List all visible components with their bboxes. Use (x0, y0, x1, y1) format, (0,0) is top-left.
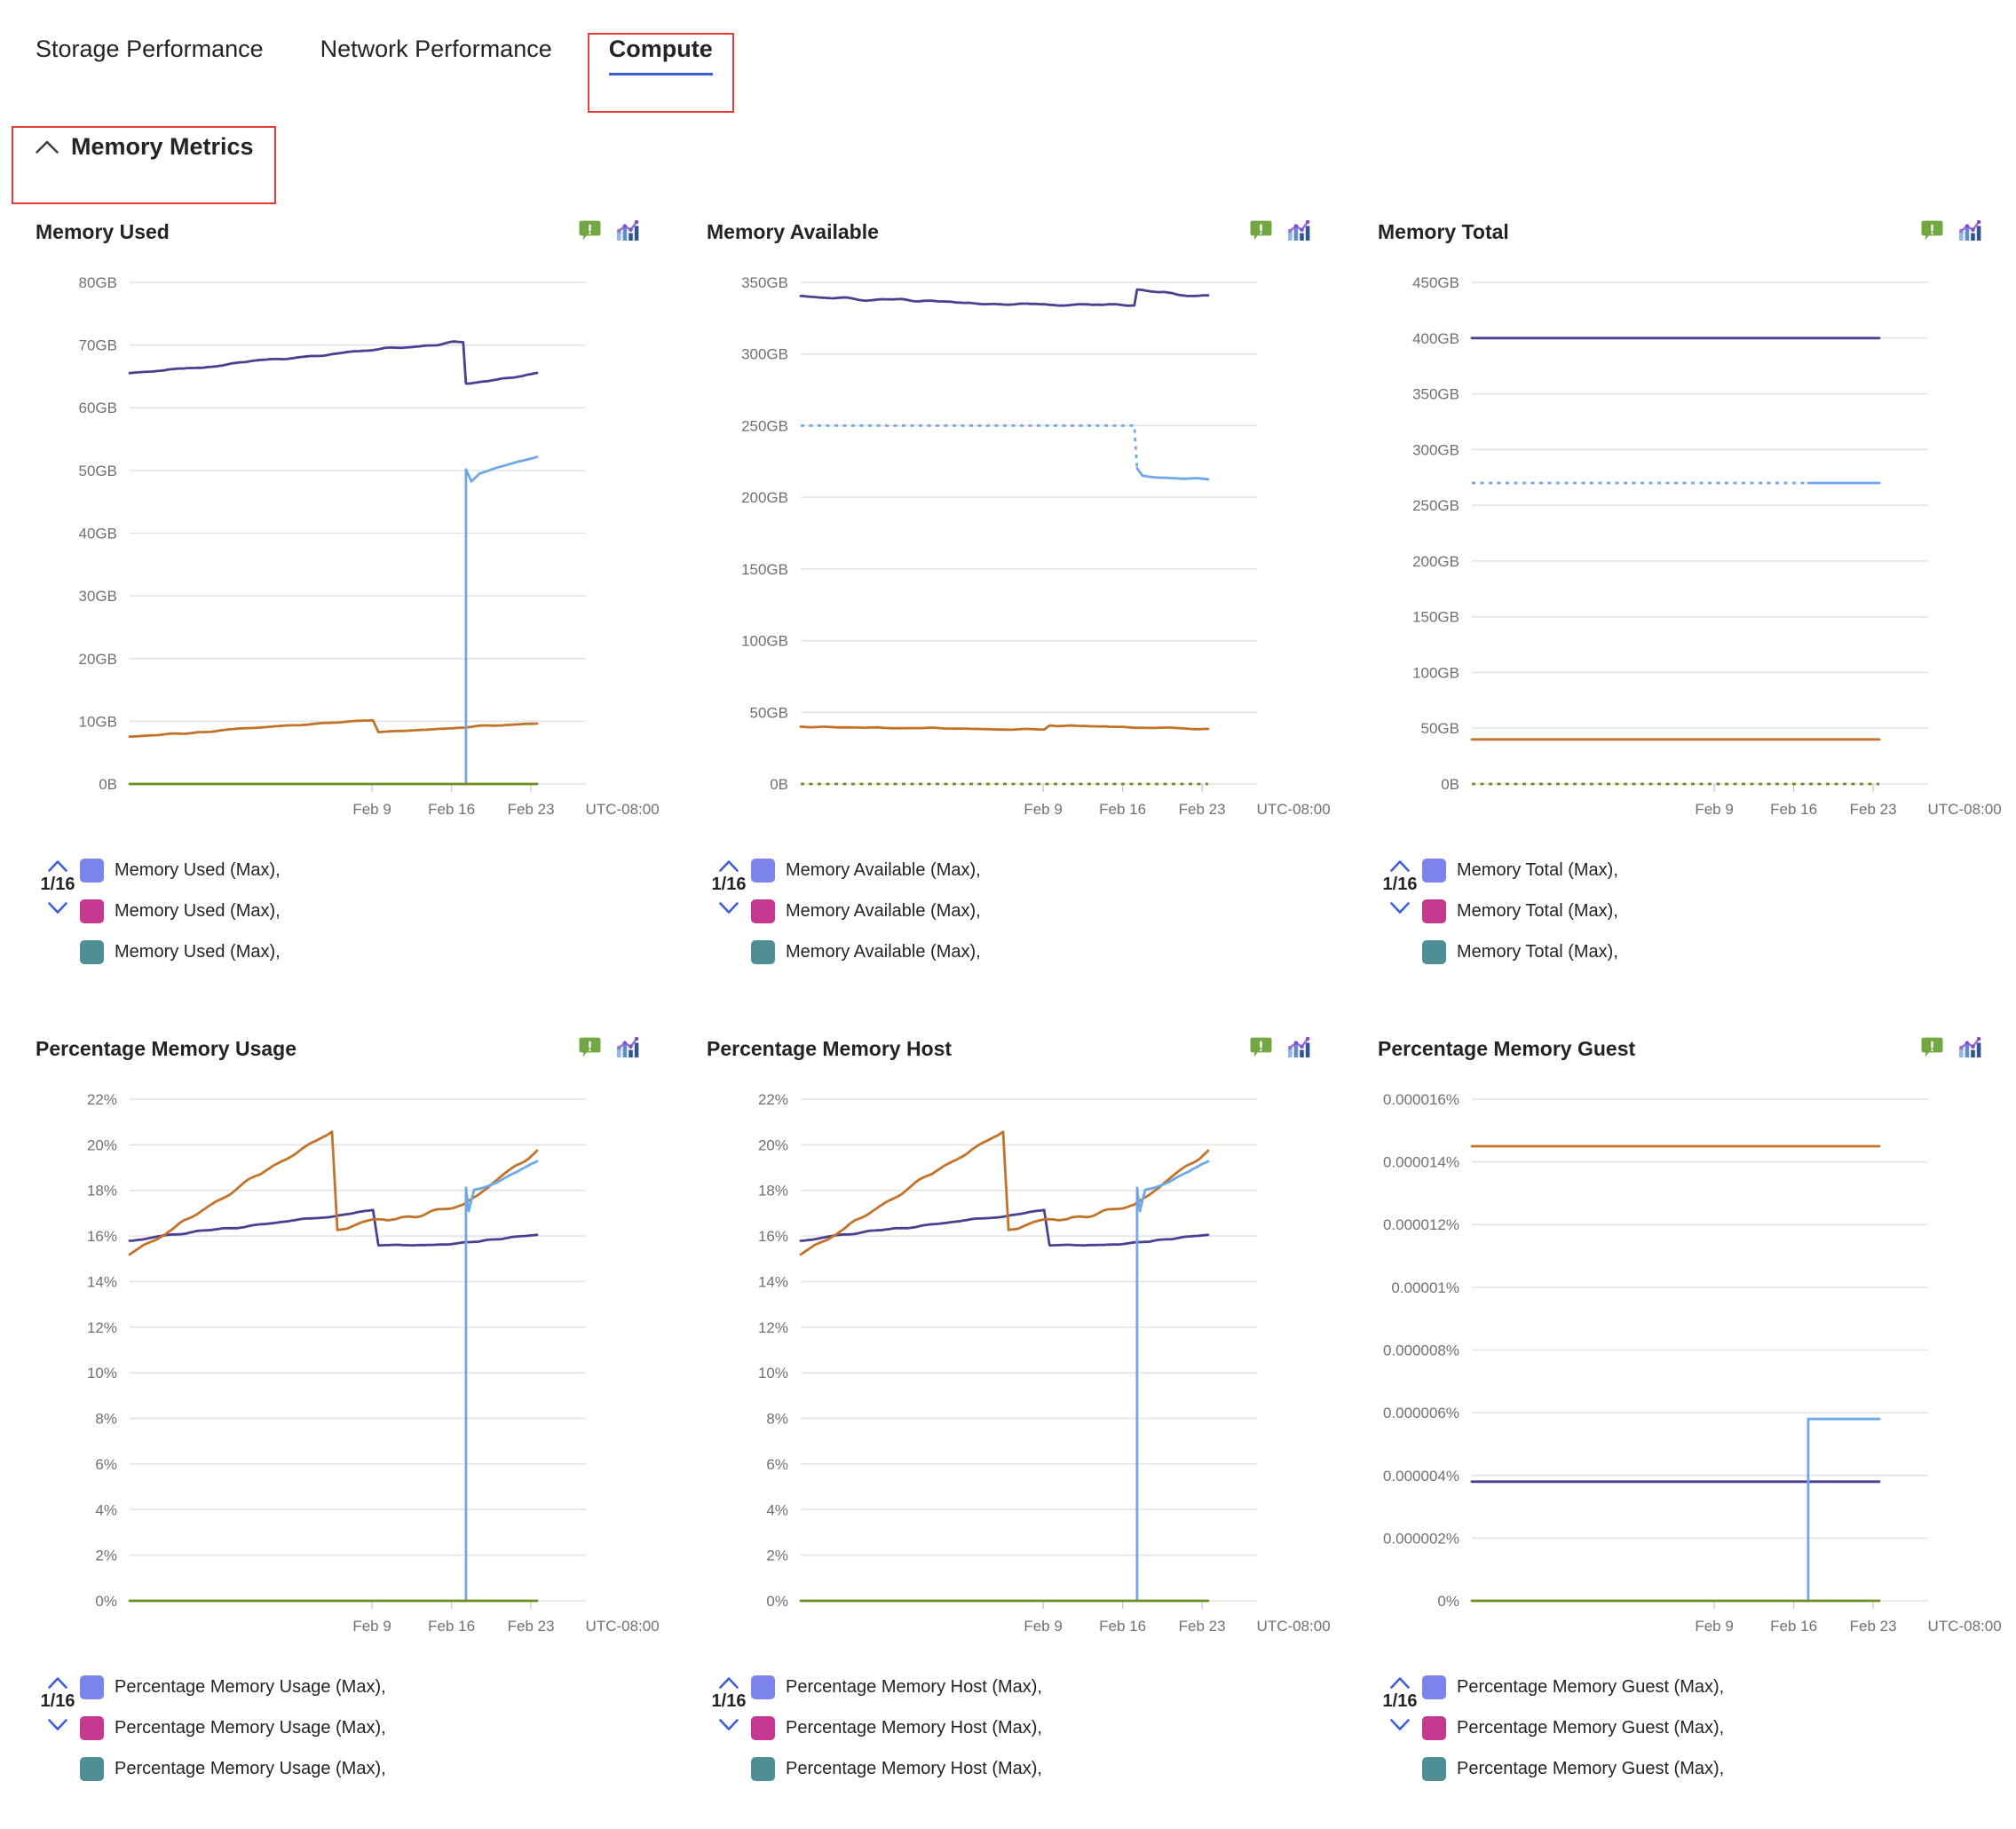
svg-text:80GB: 80GB (79, 274, 117, 291)
svg-text:250GB: 250GB (741, 417, 788, 434)
svg-text:18%: 18% (758, 1183, 788, 1200)
svg-text:2%: 2% (766, 1548, 788, 1564)
svg-text:150GB: 150GB (1412, 609, 1459, 626)
svg-text:18%: 18% (87, 1183, 117, 1200)
svg-text:0.000012%: 0.000012% (1383, 1216, 1459, 1233)
svg-text:Feb 23: Feb 23 (1179, 1618, 1226, 1635)
svg-text:Feb 16: Feb 16 (428, 801, 475, 818)
svg-text:0B: 0B (770, 776, 788, 793)
svg-text:0.000014%: 0.000014% (1383, 1154, 1459, 1171)
svg-text:22%: 22% (87, 1091, 117, 1108)
svg-text:12%: 12% (87, 1319, 117, 1336)
svg-text:16%: 16% (87, 1228, 117, 1245)
svg-text:Feb 9: Feb 9 (352, 801, 391, 818)
svg-text:20%: 20% (87, 1136, 117, 1153)
svg-text:10%: 10% (758, 1365, 788, 1382)
svg-text:20GB: 20GB (79, 651, 117, 668)
svg-text:Feb 23: Feb 23 (508, 801, 555, 818)
svg-text:Feb 9: Feb 9 (1024, 1618, 1062, 1635)
svg-text:2%: 2% (95, 1548, 117, 1564)
svg-text:14%: 14% (758, 1274, 788, 1291)
svg-text:50GB: 50GB (79, 463, 117, 479)
svg-text:150GB: 150GB (741, 561, 788, 578)
svg-text:0.00001%: 0.00001% (1391, 1279, 1459, 1296)
svg-text:450GB: 450GB (1412, 274, 1459, 291)
svg-text:Feb 23: Feb 23 (1850, 1618, 1897, 1635)
svg-text:0%: 0% (766, 1593, 788, 1610)
svg-text:40GB: 40GB (79, 526, 117, 542)
svg-text:0.000006%: 0.000006% (1383, 1405, 1459, 1421)
svg-text:100GB: 100GB (1412, 664, 1459, 681)
svg-text:0B: 0B (1441, 776, 1459, 793)
svg-text:4%: 4% (95, 1501, 117, 1518)
svg-text:200GB: 200GB (741, 489, 788, 506)
svg-text:20%: 20% (758, 1136, 788, 1153)
svg-text:UTC-08:00: UTC-08:00 (1257, 1618, 1331, 1635)
svg-text:30GB: 30GB (79, 588, 117, 605)
svg-text:50GB: 50GB (1421, 720, 1459, 737)
svg-text:10GB: 10GB (79, 713, 117, 730)
svg-text:Feb 9: Feb 9 (1695, 1618, 1733, 1635)
svg-text:Feb 23: Feb 23 (1850, 801, 1897, 818)
svg-text:4%: 4% (766, 1501, 788, 1518)
svg-text:UTC-08:00: UTC-08:00 (1257, 801, 1331, 818)
svg-text:12%: 12% (758, 1319, 788, 1336)
svg-text:50GB: 50GB (750, 704, 788, 721)
svg-text:300GB: 300GB (1412, 441, 1459, 458)
svg-text:6%: 6% (766, 1456, 788, 1473)
svg-text:350GB: 350GB (1412, 386, 1459, 403)
svg-text:Feb 9: Feb 9 (352, 1618, 391, 1635)
svg-text:0.000016%: 0.000016% (1383, 1091, 1459, 1108)
svg-text:Feb 9: Feb 9 (1695, 801, 1733, 818)
svg-text:16%: 16% (758, 1228, 788, 1245)
svg-text:0.000004%: 0.000004% (1383, 1468, 1459, 1485)
svg-text:6%: 6% (95, 1456, 117, 1473)
svg-text:UTC-08:00: UTC-08:00 (1928, 1618, 2002, 1635)
svg-text:250GB: 250GB (1412, 497, 1459, 514)
svg-text:0%: 0% (1437, 1593, 1459, 1610)
svg-text:0.000008%: 0.000008% (1383, 1342, 1459, 1359)
svg-text:350GB: 350GB (741, 274, 788, 291)
svg-text:400GB: 400GB (1412, 330, 1459, 347)
svg-text:60GB: 60GB (79, 400, 117, 416)
svg-text:UTC-08:00: UTC-08:00 (586, 1618, 660, 1635)
svg-text:0%: 0% (95, 1593, 117, 1610)
svg-text:0B: 0B (99, 776, 117, 793)
svg-text:14%: 14% (87, 1274, 117, 1291)
svg-text:Feb 23: Feb 23 (1179, 801, 1226, 818)
svg-text:Feb 16: Feb 16 (1770, 1618, 1817, 1635)
svg-text:8%: 8% (766, 1411, 788, 1428)
svg-text:Feb 16: Feb 16 (428, 1618, 475, 1635)
svg-text:Feb 16: Feb 16 (1770, 801, 1817, 818)
svg-text:300GB: 300GB (741, 346, 788, 363)
svg-text:Feb 16: Feb 16 (1099, 1618, 1146, 1635)
svg-text:22%: 22% (758, 1091, 788, 1108)
svg-text:8%: 8% (95, 1411, 117, 1428)
svg-text:Feb 23: Feb 23 (508, 1618, 555, 1635)
svg-text:100GB: 100GB (741, 633, 788, 650)
svg-text:10%: 10% (87, 1365, 117, 1382)
svg-text:70GB: 70GB (79, 337, 117, 354)
svg-text:UTC-08:00: UTC-08:00 (1928, 801, 2002, 818)
svg-text:Feb 16: Feb 16 (1099, 801, 1146, 818)
svg-text:Feb 9: Feb 9 (1024, 801, 1062, 818)
svg-text:200GB: 200GB (1412, 553, 1459, 570)
svg-text:0.000002%: 0.000002% (1383, 1530, 1459, 1547)
svg-text:UTC-08:00: UTC-08:00 (586, 801, 660, 818)
